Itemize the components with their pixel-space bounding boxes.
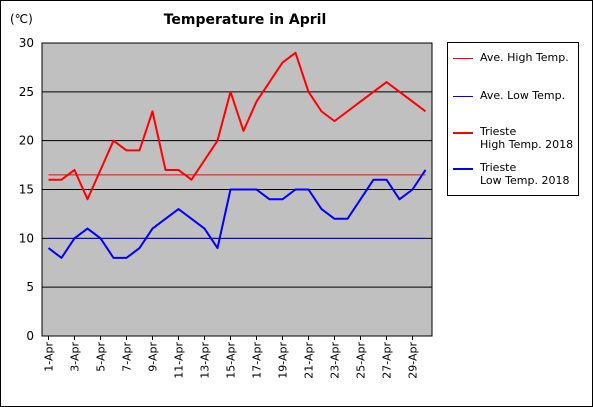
x-tick-label: 21-Apr [303,342,316,379]
y-tick-label: 25 [19,85,34,99]
x-tick-label: 13-Apr [199,342,212,379]
y-tick-label: 20 [19,134,34,148]
legend-item-ave-high: Ave. High Temp. [448,49,578,89]
x-tick-label: 11-Apr [173,342,186,379]
series-line-2 [48,51,427,201]
x-tick-label: 23-Apr [329,342,342,379]
x-tick-label: 25-Apr [355,342,368,379]
legend-swatch-ave-low [453,96,473,97]
x-tick-label: 17-Apr [251,342,264,379]
x-tick-label: 19-Apr [277,342,290,379]
legend-label-trieste-high: Trieste High Temp. 2018 [480,125,574,151]
y-tick-label: 30 [19,36,34,50]
legend-label-ave-high: Ave. High Temp. [480,51,569,64]
legend-swatch-trieste-high [453,132,473,134]
y-tick-label: 0 [26,329,34,343]
y-unit-label: (℃) [10,12,33,26]
series-line-3 [47,169,427,259]
x-tick-label: 15-Apr [225,342,238,379]
legend-item-trieste-high: Trieste High Temp. 2018 [448,123,578,163]
x-tick-label: 1-Apr [43,342,56,372]
legend-swatch-trieste-low [453,168,473,170]
x-tick-label: 27-Apr [381,342,394,379]
x-tick-label: 7-Apr [121,342,134,372]
legend-item-trieste-low: Trieste Low Temp. 2018 [448,159,578,199]
y-tick-label: 10 [19,231,34,245]
y-tick-label: 15 [19,183,34,197]
x-tick-label: 5-Apr [95,342,108,372]
x-tick-label: 9-Apr [147,342,160,372]
legend-item-ave-low: Ave. Low Temp. [448,87,578,127]
legend-label-trieste-low: Trieste Low Temp. 2018 [480,161,570,187]
legend: Ave. High Temp. Ave. Low Temp. Trieste H… [447,42,579,196]
y-tick-label: 5 [26,280,34,294]
x-tick-label: 29-Apr [407,342,420,379]
chart-title: Temperature in April [163,12,327,28]
legend-swatch-ave-high [453,58,473,59]
legend-label-ave-low: Ave. Low Temp. [480,89,566,102]
x-tick-label: 3-Apr [69,342,82,372]
